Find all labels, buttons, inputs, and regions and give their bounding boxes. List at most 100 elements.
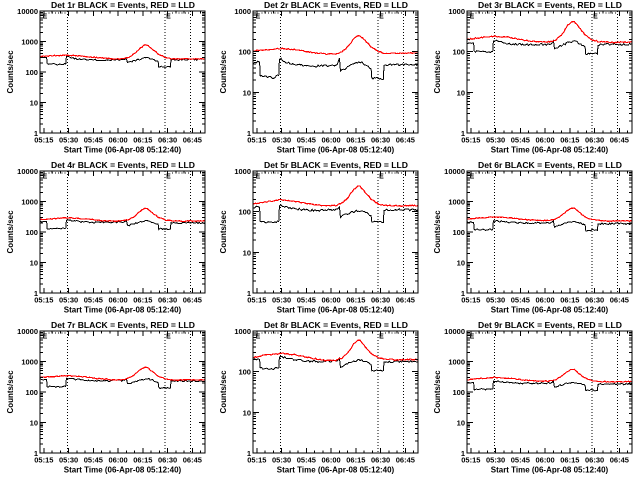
x-axis-title: Start Time (06-Apr-08 05:12:40)	[64, 305, 182, 314]
y-tick-label: 1	[460, 289, 464, 298]
eclipse-flag-label: E	[166, 174, 171, 181]
x-tick-label: 06:15	[133, 135, 152, 144]
y-tick-label: 1000	[235, 7, 252, 16]
y-axis-title: Counts/sec	[433, 210, 442, 254]
x-tick-label: 06:15	[560, 295, 579, 304]
events-curve	[253, 204, 419, 224]
x-tick-label: 06:00	[109, 455, 128, 464]
y-tick-label: 1	[34, 289, 38, 298]
y-tick-label: 1000	[21, 198, 38, 207]
x-tick-label: 06:00	[109, 295, 128, 304]
y-tick-label: 10000	[444, 167, 465, 176]
y-tick-label: 10	[243, 88, 251, 97]
x-tick-label: 05:15	[248, 295, 267, 304]
y-tick-label: 1	[34, 129, 38, 138]
y-tick-label: 10	[30, 418, 38, 427]
plot-panel-det-8r: E E 05:15 05:30 05:45 06:00 06:15 06:30 06:45 1 10…	[219, 320, 419, 474]
lld-curve	[39, 207, 206, 223]
y-tick-label: 100	[452, 228, 465, 237]
lld-curve	[466, 368, 632, 383]
x-tick-label: 06:45	[609, 135, 628, 144]
x-tick-label: 06:30	[158, 295, 177, 304]
x-tick-label: 05:30	[272, 135, 291, 144]
plot-frame	[466, 10, 633, 134]
y-tick-label: 100	[452, 388, 465, 397]
plot-panel-det-4r: E E 05:15 05:30 05:45 06:00 06:15 06:30 06:45 1 10…	[6, 160, 206, 314]
plot-panel-det-5r: E E 05:15 05:30 05:45 06:00 06:15 06:30 06:45 1 10…	[219, 160, 419, 314]
y-tick-label: 10	[30, 98, 38, 107]
y-tick-label: 1000	[21, 38, 38, 47]
x-tick-label: 05:45	[510, 455, 529, 464]
y-tick-label: 1	[460, 129, 464, 138]
y-tick-label: 1000	[235, 327, 252, 336]
panel-title: Det 2r BLACK = Events, RED = LLD	[264, 0, 408, 10]
eclipse-flag-label: E	[43, 334, 48, 341]
x-tick-label: 05:30	[59, 295, 78, 304]
x-axis-title: Start Time (06-Apr-08 05:12:40)	[490, 145, 608, 154]
x-tick-label: 06:15	[133, 295, 152, 304]
plot-frame	[466, 330, 633, 454]
plot-frame	[252, 330, 419, 454]
events-curve	[466, 39, 632, 56]
x-tick-label: 05:30	[59, 455, 78, 464]
x-tick-label: 06:00	[322, 455, 341, 464]
x-tick-label: 06:45	[396, 135, 415, 144]
x-tick-label: 06:00	[535, 295, 554, 304]
eclipse-flag-label: E	[379, 14, 384, 21]
lld-curve	[253, 185, 419, 207]
eclipse-flag-label: E	[166, 14, 171, 21]
y-axis-title: Counts/sec	[6, 370, 15, 414]
y-tick-label: 10	[456, 88, 464, 97]
x-tick-label: 05:30	[59, 135, 78, 144]
x-tick-label: 05:45	[84, 455, 103, 464]
plot-frame	[39, 10, 206, 134]
y-tick-label: 10	[456, 418, 464, 427]
x-tick-label: 06:00	[322, 295, 341, 304]
x-tick-label: 06:15	[133, 455, 152, 464]
lld-curve	[253, 339, 419, 362]
panel-title: Det 9r BLACK = Events, RED = LLD	[478, 320, 622, 330]
x-axis-title: Start Time (06-Apr-08 05:12:40)	[277, 465, 395, 474]
panel-title: Det 7r BLACK = Events, RED = LLD	[51, 320, 195, 330]
plot-frame	[252, 10, 419, 134]
x-axis-title: Start Time (06-Apr-08 05:12:40)	[490, 465, 608, 474]
y-tick-label: 1	[34, 449, 38, 458]
plot-panel-det-3r: E E 05:15 05:30 05:45 06:00 06:15 06:30 06:45 1 10…	[433, 0, 633, 154]
plot-panel-det-9r: E E 05:15 05:30 05:45 06:00 06:15 06:30 06:45 1 10…	[433, 320, 633, 474]
lld-curve	[466, 20, 632, 44]
y-tick-label: 100	[239, 48, 252, 57]
eclipse-flag-label: E	[256, 334, 261, 341]
x-tick-label: 05:15	[248, 455, 267, 464]
y-tick-label: 1	[247, 289, 251, 298]
x-tick-label: 06:30	[585, 135, 604, 144]
y-axis-title: Counts/sec	[219, 370, 228, 414]
lld-curve	[39, 366, 206, 381]
y-tick-label: 1	[247, 449, 251, 458]
y-tick-label: 10	[243, 408, 251, 417]
x-tick-label: 06:30	[158, 455, 177, 464]
x-tick-label: 06:00	[535, 455, 554, 464]
y-tick-label: 10	[456, 258, 464, 267]
x-tick-label: 05:15	[34, 295, 53, 304]
x-tick-label: 05:15	[461, 455, 480, 464]
x-tick-label: 06:45	[183, 295, 202, 304]
x-axis-title: Start Time (06-Apr-08 05:12:40)	[277, 305, 395, 314]
eclipse-flag-label: E	[469, 14, 474, 21]
x-axis-title: Start Time (06-Apr-08 05:12:40)	[64, 465, 182, 474]
x-tick-label: 06:00	[535, 135, 554, 144]
x-tick-label: 06:45	[396, 455, 415, 464]
x-tick-label: 05:45	[84, 135, 103, 144]
y-axis-title: Counts/sec	[433, 50, 442, 94]
lld-curve	[253, 35, 419, 56]
x-tick-label: 05:45	[297, 295, 316, 304]
y-tick-label: 100	[25, 388, 38, 397]
panel-title: Det 3r BLACK = Events, RED = LLD	[478, 0, 622, 10]
x-tick-label: 05:15	[34, 455, 53, 464]
eclipse-flag-label: E	[469, 174, 474, 181]
plot-panel-det-2r: E E 05:15 05:30 05:45 06:00 06:15 06:30 06:45 1 10…	[219, 0, 419, 154]
x-tick-label: 06:45	[183, 455, 202, 464]
eclipse-flag-label: E	[379, 334, 384, 341]
x-tick-label: 05:30	[486, 455, 505, 464]
